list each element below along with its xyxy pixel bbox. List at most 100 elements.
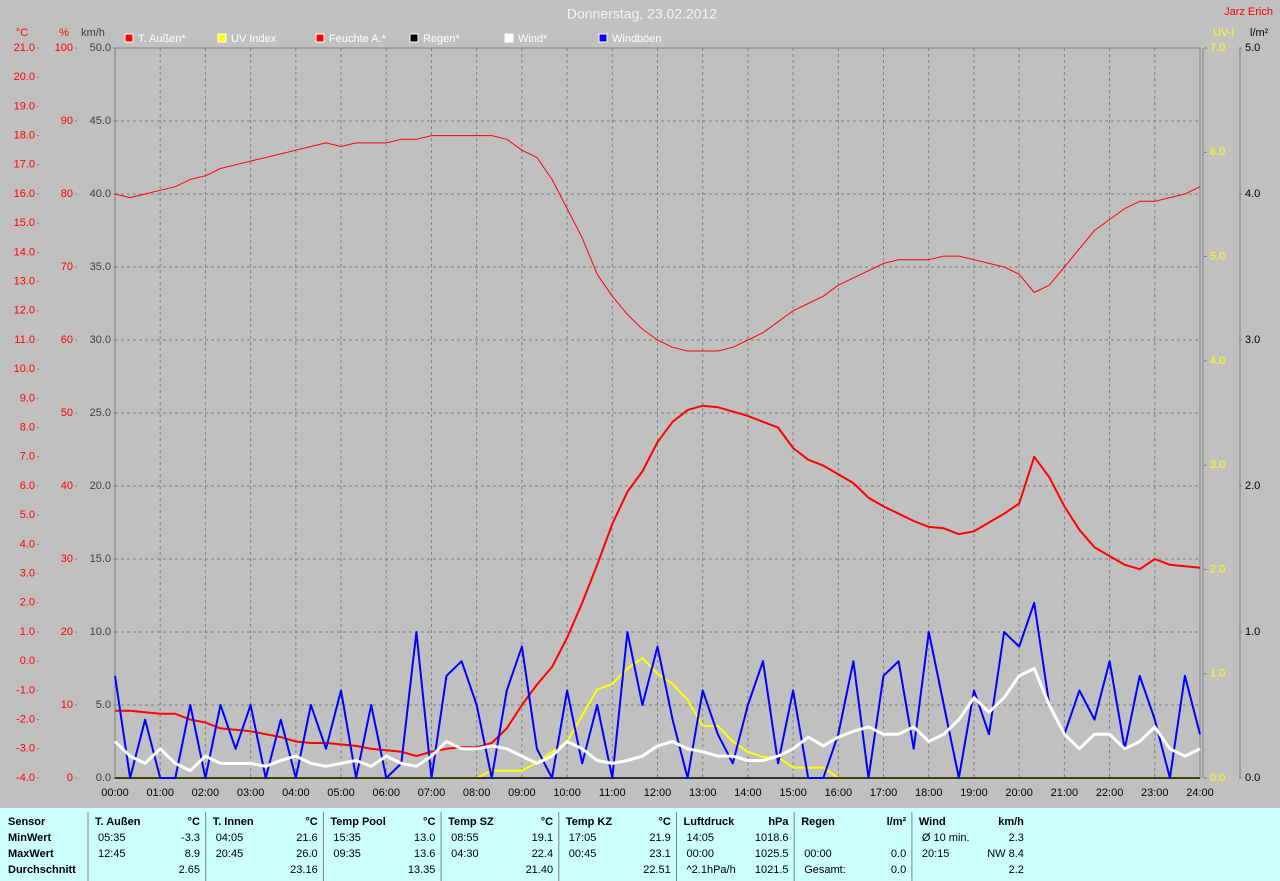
cell-label: 12:45 — [98, 848, 126, 860]
x-tick-label: 02:00 — [192, 787, 220, 799]
cell-value: 21.40 — [526, 864, 554, 876]
legend-label: Feuchte A.* — [329, 33, 387, 45]
y-tick-label: 0.0 — [20, 655, 35, 667]
column-unit: °C — [541, 816, 553, 828]
x-tick-label: 15:00 — [779, 787, 807, 799]
column-title: Temp SZ — [448, 816, 494, 828]
cell-label: 15:35 — [333, 832, 361, 844]
y-tick-label: 12.0 — [14, 305, 35, 317]
y-tick-label: 14.0 — [14, 246, 35, 258]
y-tick-label: 45.0 — [90, 115, 111, 127]
y-tick-label: 5.0 — [20, 509, 35, 521]
legend-label: Regen* — [423, 33, 460, 45]
y-tick-label: 20 — [61, 626, 73, 638]
cell-value: 13.0 — [414, 832, 435, 844]
cell-label: 00:00 — [687, 848, 715, 860]
cell-value: 21.6 — [296, 832, 317, 844]
y-tick-label: 30.0 — [90, 334, 111, 346]
y-tick-label: 15.0 — [14, 217, 35, 229]
x-tick-label: 23:00 — [1141, 787, 1169, 799]
y-tick-label: 40.0 — [90, 188, 111, 200]
column-title: Regen — [801, 816, 835, 828]
y-tick-label: 6.0 — [1210, 146, 1225, 158]
y-tick-label: 90 — [61, 115, 73, 127]
y-tick-label: 35.0 — [90, 261, 111, 273]
column-title: T. Außen — [95, 816, 141, 828]
y-tick-label: 2.0 — [20, 597, 35, 609]
x-tick-label: 01:00 — [146, 787, 174, 799]
x-tick-label: 00:00 — [101, 787, 129, 799]
cell-value: 22.4 — [532, 848, 553, 860]
x-tick-label: 19:00 — [960, 787, 988, 799]
cell-label: 04:30 — [451, 848, 479, 860]
column-title: Luftdruck — [684, 816, 736, 828]
cell-value: 21.9 — [649, 832, 670, 844]
cell-value: 2.65 — [179, 864, 200, 876]
y-tick-label: 7.0 — [1210, 42, 1225, 54]
cell-label: Ø 10 min. — [922, 832, 970, 844]
x-tick-label: 12:00 — [644, 787, 672, 799]
cell-value: 23.1 — [649, 848, 670, 860]
series-line — [113, 667, 1201, 773]
legend-label: Wind* — [518, 33, 548, 45]
column-unit: °C — [423, 816, 435, 828]
x-tick-label: 20:00 — [1005, 787, 1033, 799]
cell-label: 20:45 — [216, 848, 244, 860]
y-tick-label: 10 — [61, 699, 73, 711]
y-tick-label: 11.0 — [14, 334, 35, 346]
y-tick-label: 50.0 — [90, 42, 111, 54]
cell-value: 19.1 — [532, 832, 553, 844]
cell-label: 00:00 — [804, 848, 832, 860]
y-tick-label: 3.0 — [20, 568, 35, 580]
column-unit: °C — [188, 816, 200, 828]
legend-swatch — [409, 33, 419, 43]
cell-value: 26.0 — [296, 848, 317, 860]
y-tick-label: 5.0 — [1210, 250, 1225, 262]
cell-value: 1021.5 — [755, 864, 789, 876]
y-tick-label: 70 — [61, 261, 73, 273]
y-tick-label: 13.0 — [14, 276, 35, 288]
y-tick-label: 0.0 — [96, 772, 111, 784]
y-tick-label: 2.0 — [1245, 480, 1260, 492]
column-unit: °C — [658, 816, 670, 828]
x-tick-label: 24:00 — [1186, 787, 1214, 799]
y-tick-label: 2.0 — [1210, 563, 1225, 575]
y-tick-label: 15.0 — [90, 553, 111, 565]
series-line — [114, 601, 1201, 779]
x-tick-label: 16:00 — [825, 787, 853, 799]
cell-label: 20:15 — [922, 848, 950, 860]
y-tick-label: 100 — [55, 42, 73, 54]
y-tick-label: 9.0 — [20, 392, 35, 404]
cell-label: 14:05 — [687, 832, 715, 844]
y-tick-label: 4.0 — [1245, 188, 1260, 200]
x-tick-label: 21:00 — [1051, 787, 1079, 799]
legend-swatch — [504, 33, 514, 43]
row-label: Durchschnitt — [8, 864, 76, 876]
x-tick-label: 17:00 — [870, 787, 898, 799]
cell-value: 0.0 — [891, 864, 906, 876]
y-tick-label: 30 — [61, 553, 73, 565]
y-tick-label: 5.0 — [96, 699, 111, 711]
legend-label: UV Index — [231, 33, 277, 45]
y-tick-label: 6.0 — [20, 480, 35, 492]
cell-value: 8.9 — [185, 848, 200, 860]
y-tick-label: 17.0 — [14, 159, 35, 171]
y-tick-label: 10.0 — [90, 626, 111, 638]
cell-value: 2.2 — [1009, 864, 1024, 876]
column-title: Wind — [919, 816, 946, 828]
x-tick-label: 22:00 — [1096, 787, 1124, 799]
y-tick-label: 0.0 — [1210, 772, 1225, 784]
chart-title: Donnerstag, 23.02.2012 — [567, 6, 717, 22]
y-tick-label: 60 — [61, 334, 73, 346]
series-line — [114, 135, 1201, 352]
y-tick-label: 50 — [61, 407, 73, 419]
cell-value: -3.3 — [181, 832, 200, 844]
y-tick-label: 5.0 — [1245, 42, 1260, 54]
x-tick-label: 08:00 — [463, 787, 491, 799]
cell-label: 08:55 — [451, 832, 479, 844]
cell-value: 0.0 — [891, 848, 906, 860]
cell-label: 04:05 — [216, 832, 244, 844]
axis-label: km/h — [81, 27, 105, 39]
series-line — [115, 404, 1201, 758]
y-tick-label: 80 — [61, 188, 73, 200]
